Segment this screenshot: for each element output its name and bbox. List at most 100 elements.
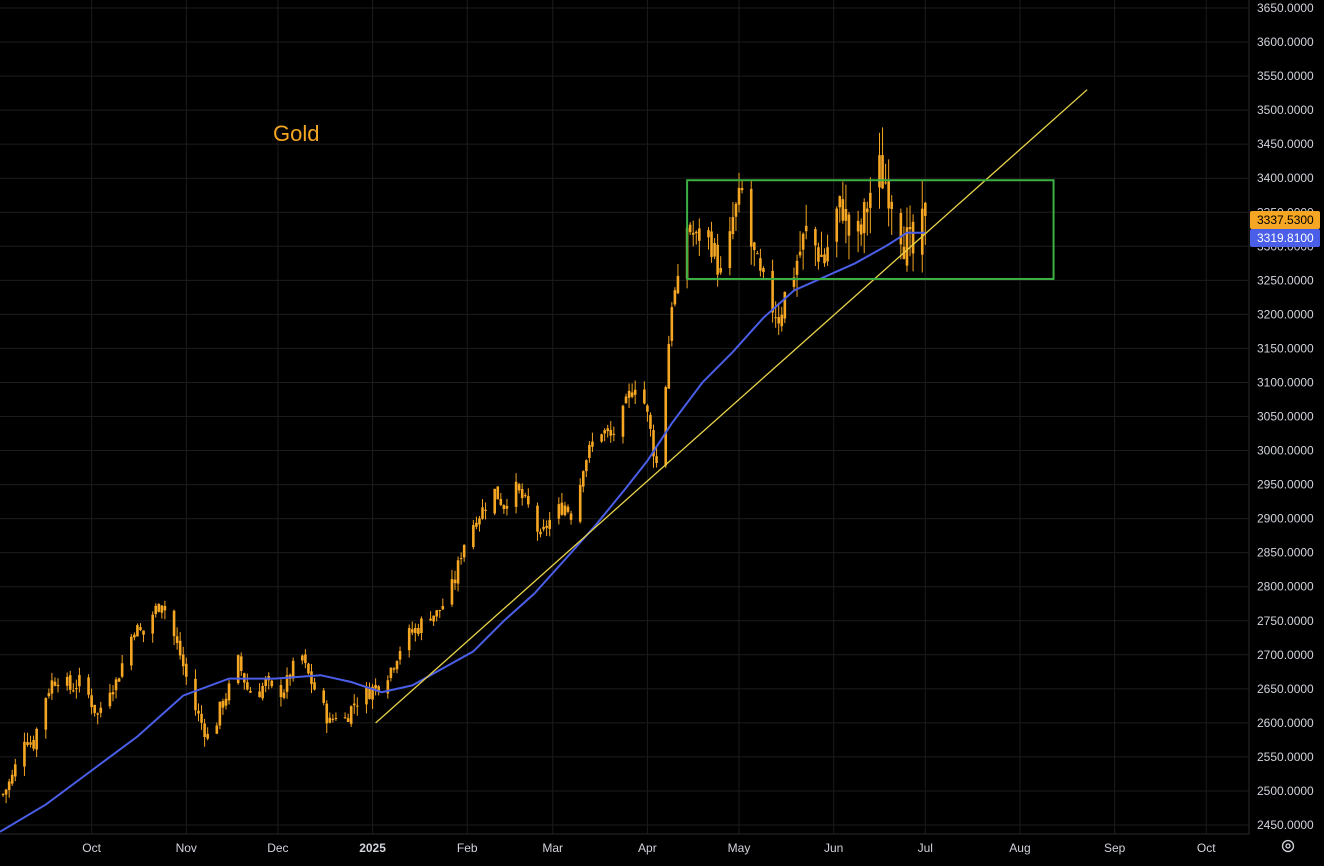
y-tick-label: 2650.0000 [1257, 682, 1314, 696]
candle-body [627, 390, 631, 398]
moving-average-label: 3319.8100 [1257, 231, 1314, 245]
candle-body [65, 676, 69, 686]
range-box[interactable] [686, 179, 1055, 280]
price-axis[interactable]: 3650.0000 3600.0000 3550.0000 3500.0000 3450… [1248, 0, 1314, 834]
candle-body [612, 433, 616, 435]
candle-body [865, 208, 869, 213]
candle-body [56, 684, 60, 687]
candle-body [200, 713, 203, 723]
candle-body [331, 718, 335, 720]
candle-body [585, 460, 588, 472]
candle-body [261, 685, 264, 699]
y-tick-label: 3200.0000 [1257, 307, 1314, 321]
candle-body [856, 220, 860, 232]
candle-body [566, 506, 570, 512]
y-tick-label: 2800.0000 [1257, 580, 1314, 594]
candle-body [163, 606, 167, 611]
candle-body [44, 698, 48, 730]
y-tick-label: 2850.0000 [1257, 546, 1314, 560]
candle-body [603, 430, 606, 434]
candle-body [478, 518, 481, 525]
candle-body [606, 428, 610, 432]
candle-body [133, 634, 136, 638]
candle-body [713, 242, 716, 257]
candle-body [374, 685, 377, 689]
candle-body [239, 656, 243, 671]
candle-body [438, 610, 442, 612]
candle-body [502, 505, 506, 510]
candle-body [762, 268, 765, 273]
candle-body [801, 233, 805, 250]
candle-body [496, 486, 500, 500]
candle-body [130, 636, 133, 666]
y-tick-label: 3650.0000 [1257, 1, 1314, 15]
candle-body [325, 703, 329, 724]
candle-body [120, 663, 124, 677]
candle-body [694, 231, 698, 234]
candle-body [688, 224, 692, 233]
candle-body [707, 230, 710, 238]
x-tick-label: Dec [267, 841, 288, 855]
candle-body [795, 260, 799, 275]
candle-body [26, 742, 29, 745]
candle-body [301, 655, 304, 661]
candle-body [221, 700, 225, 708]
candle-body [633, 389, 637, 395]
x-tick-label: Mar [542, 841, 563, 855]
candle-body [783, 291, 787, 319]
candle-body [591, 441, 594, 447]
last-price-badge: 3337.5300 [1250, 211, 1320, 229]
candle-body [175, 636, 179, 644]
candle-body [371, 686, 374, 700]
candle-body [869, 192, 872, 208]
x-tick-label: Aug [1009, 841, 1030, 855]
candle-body [264, 678, 267, 687]
candle-body [346, 718, 350, 722]
chart-settings-button[interactable] [1274, 834, 1302, 858]
candle-body [664, 387, 668, 466]
candle-body [377, 686, 380, 693]
time-axis[interactable]: Oct Nov Dec 2025 Feb Mar Apr May Jun Jul Aug Sep Oct [0, 833, 1249, 855]
y-tick-label: 2500.0000 [1257, 784, 1314, 798]
y-tick-label: 3000.0000 [1257, 444, 1314, 458]
candle-body [417, 627, 420, 634]
candle-body [905, 227, 909, 266]
candle-body [557, 504, 561, 519]
candle-body [823, 254, 826, 264]
y-tick-label: 2950.0000 [1257, 478, 1314, 492]
candle-body [178, 640, 182, 656]
candle-body [279, 685, 283, 698]
candle-body [887, 181, 890, 209]
chart-title: Gold [273, 121, 319, 146]
trend-line[interactable] [375, 89, 1088, 724]
candle-body [847, 214, 851, 236]
candle-body [878, 155, 881, 188]
candle-body [643, 389, 646, 404]
candle-body [646, 405, 649, 412]
candle-body [841, 199, 845, 221]
candle-body [481, 507, 484, 519]
candle-body [50, 680, 54, 694]
candle-body [838, 196, 842, 208]
candle-body [737, 187, 741, 205]
candle-body [484, 509, 487, 511]
candle-body [600, 434, 603, 442]
candle-body [99, 707, 103, 713]
candle-body [792, 277, 796, 287]
candle-body [313, 682, 316, 690]
candle-body [609, 429, 613, 436]
y-tick-label: 3050.0000 [1257, 410, 1314, 424]
candle-body [90, 695, 93, 708]
candle-body [740, 188, 744, 191]
x-tick-label: Oct [82, 841, 101, 855]
candle-body [154, 605, 158, 615]
y-tick-label: 2900.0000 [1257, 512, 1314, 526]
candle-body [395, 661, 399, 670]
candle-body [649, 414, 652, 429]
grid-lines [0, 0, 1249, 834]
candle-body [96, 713, 100, 715]
candle-body [835, 208, 839, 242]
candle-body [624, 396, 628, 404]
